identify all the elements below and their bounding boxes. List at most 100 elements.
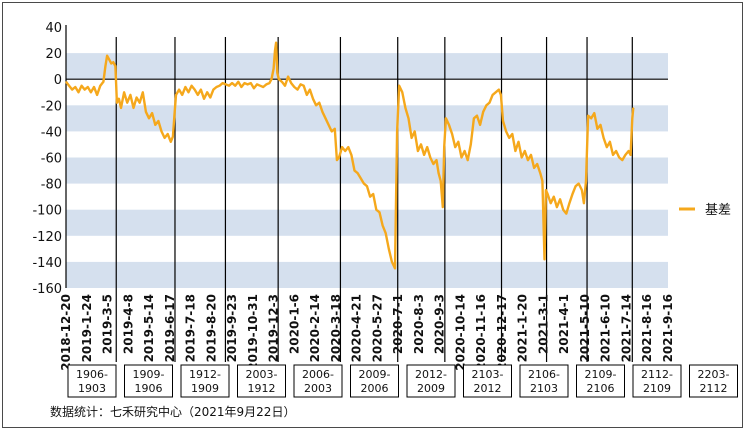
x-tick-label: 2021-8-16 xyxy=(640,294,654,362)
data-point xyxy=(438,172,440,174)
x-tick-label: 2019-12-3 xyxy=(267,294,281,362)
data-point xyxy=(321,111,323,113)
series-layer xyxy=(65,41,635,270)
contract-label: 2012- xyxy=(415,368,447,381)
grid-band xyxy=(66,261,668,288)
data-point xyxy=(401,91,403,93)
data-point xyxy=(187,91,190,93)
x-tick-label: 2019-6-17 xyxy=(163,294,177,362)
data-point xyxy=(479,124,481,126)
data-point xyxy=(96,94,98,96)
x-tick-label: 2020-3-18 xyxy=(329,294,343,362)
contract-label: 1909 xyxy=(191,382,219,395)
x-tick-label: 2020-5-27 xyxy=(370,294,384,362)
data-point xyxy=(485,104,487,106)
data-point xyxy=(353,170,356,172)
y-tick-label: -160 xyxy=(32,282,62,297)
data-point xyxy=(74,86,76,88)
x-tick-label: 2020-10-14 xyxy=(453,294,467,371)
data-point xyxy=(268,82,270,84)
contract-label: 1906- xyxy=(76,368,108,381)
data-point xyxy=(524,150,526,152)
data-point xyxy=(197,94,199,96)
data-point xyxy=(81,85,83,87)
contract-label: 2112 xyxy=(700,382,728,395)
contract-label: 1912- xyxy=(189,368,221,381)
y-tick-label: -80 xyxy=(41,178,62,193)
data-point xyxy=(160,130,163,132)
data-point xyxy=(275,42,277,44)
data-point xyxy=(411,137,413,139)
data-point xyxy=(375,209,377,211)
contract-label: 2012 xyxy=(474,382,502,395)
data-point xyxy=(369,196,371,198)
contract-box xyxy=(293,364,343,398)
data-point xyxy=(290,82,292,84)
contract-label: 2109 xyxy=(643,382,671,395)
data-point xyxy=(432,163,434,165)
data-point xyxy=(476,115,478,117)
data-point xyxy=(609,141,611,143)
data-point xyxy=(278,78,280,80)
data-point xyxy=(624,154,627,156)
data-point xyxy=(632,107,634,109)
data-point xyxy=(596,128,599,130)
data-point xyxy=(545,189,547,191)
data-point xyxy=(129,94,131,96)
data-point xyxy=(106,55,108,57)
x-tick-label: 2019-9-23 xyxy=(225,294,239,362)
data-point xyxy=(99,85,101,87)
y-tick-label: -140 xyxy=(32,256,62,271)
data-point xyxy=(219,85,221,87)
data-point xyxy=(562,209,564,211)
source-note: 数据统计：七禾研究中心（2021年9月22日） xyxy=(50,405,296,419)
data-point xyxy=(222,82,224,84)
data-point xyxy=(93,86,95,88)
contract-label: 2009- xyxy=(359,368,391,381)
y-tick-label: -60 xyxy=(41,152,62,167)
data-point xyxy=(536,163,538,165)
data-point xyxy=(391,261,393,263)
data-point xyxy=(237,81,239,83)
data-point xyxy=(440,180,442,182)
data-point xyxy=(615,150,617,152)
data-point xyxy=(142,91,144,93)
contract-box xyxy=(519,364,569,398)
data-point xyxy=(296,89,299,91)
contract-box xyxy=(576,364,625,398)
data-point xyxy=(139,102,141,104)
data-point xyxy=(164,137,166,139)
data-point xyxy=(559,198,561,200)
data-point xyxy=(603,137,605,139)
contract-label: 2009 xyxy=(417,382,445,395)
data-point xyxy=(628,150,630,152)
data-point xyxy=(181,94,183,96)
data-point xyxy=(112,61,114,63)
x-tick-label: 2021-6-10 xyxy=(599,294,613,362)
data-point xyxy=(575,185,577,187)
data-point xyxy=(172,136,174,138)
data-point xyxy=(500,94,502,96)
data-point xyxy=(270,78,273,80)
data-point xyxy=(417,150,419,152)
contract-box xyxy=(350,364,399,398)
data-point xyxy=(398,85,400,87)
data-point xyxy=(206,91,208,93)
data-point xyxy=(606,146,608,148)
data-point xyxy=(385,232,387,234)
data-point xyxy=(114,65,116,67)
data-point xyxy=(68,85,70,87)
x-tick-label: 2021-9-16 xyxy=(661,294,675,362)
data-point xyxy=(331,130,333,132)
data-point xyxy=(571,193,574,195)
data-point xyxy=(228,85,230,87)
data-point xyxy=(303,85,305,87)
data-point xyxy=(585,180,587,182)
contract-label: 1912 xyxy=(248,382,276,395)
data-point xyxy=(184,86,186,88)
data-point xyxy=(170,141,172,143)
data-point xyxy=(194,89,196,91)
x-tick-label: 2019-7-18 xyxy=(184,294,198,362)
data-point xyxy=(104,65,106,67)
